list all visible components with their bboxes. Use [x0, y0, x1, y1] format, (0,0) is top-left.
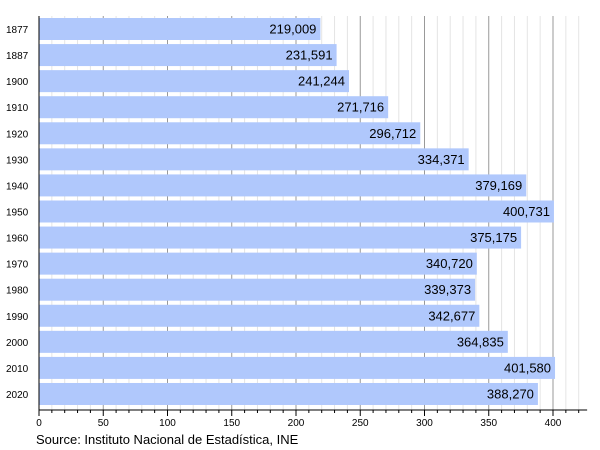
x-tick-label: 250 — [352, 418, 369, 429]
data-label: 342,677 — [428, 308, 475, 323]
x-tick-label: 0 — [36, 418, 42, 429]
data-label: 388,270 — [487, 386, 534, 401]
data-label: 334,371 — [418, 152, 465, 167]
x-tick-label: 100 — [159, 418, 176, 429]
category-label: 2000 — [6, 338, 29, 349]
x-tick-label: 50 — [98, 418, 110, 429]
category-label: 1990 — [6, 312, 29, 323]
bar — [39, 44, 337, 67]
bar — [39, 356, 556, 379]
data-label: 375,175 — [470, 230, 517, 245]
bar — [39, 70, 349, 93]
bar — [39, 330, 508, 353]
category-label: 1910 — [6, 103, 29, 114]
category-label: 1980 — [6, 286, 29, 297]
category-label: 1940 — [6, 181, 29, 192]
x-tick-label: 400 — [545, 418, 562, 429]
bar — [39, 174, 527, 197]
data-label: 296,712 — [369, 126, 416, 141]
data-label: 340,720 — [426, 256, 473, 271]
bar — [39, 122, 421, 145]
data-label: 271,716 — [337, 100, 384, 115]
category-label: 1877 — [6, 25, 29, 36]
bar — [39, 382, 538, 405]
data-label: 400,731 — [503, 204, 550, 219]
category-label: 1970 — [6, 260, 29, 271]
bar — [39, 18, 321, 40]
category-label: 2020 — [6, 390, 29, 401]
category-label: 1960 — [6, 234, 29, 245]
x-tick-label: 200 — [288, 418, 305, 429]
bar — [39, 96, 389, 119]
bar — [39, 200, 554, 223]
category-label: 1900 — [6, 77, 29, 88]
category-label: 1920 — [6, 129, 29, 140]
data-label: 219,009 — [269, 22, 316, 37]
data-label: 241,244 — [298, 74, 345, 89]
source-note: Source: Instituto Nacional de Estadístic… — [36, 432, 299, 447]
bar — [39, 148, 469, 171]
category-label: 1950 — [6, 207, 29, 218]
category-label: 2010 — [6, 364, 29, 375]
x-tick-label: 150 — [223, 418, 240, 429]
x-tick-label: 300 — [416, 418, 433, 429]
x-tick-label: 350 — [480, 418, 497, 429]
category-label: 1887 — [6, 51, 29, 62]
data-label: 231,591 — [286, 48, 333, 63]
data-label: 364,835 — [457, 334, 504, 349]
bar — [39, 226, 522, 249]
bar — [39, 304, 480, 327]
data-label: 339,373 — [424, 282, 471, 297]
bar — [39, 278, 476, 301]
bar — [39, 252, 477, 275]
data-label: 401,580 — [504, 360, 551, 375]
data-label: 379,169 — [475, 178, 522, 193]
category-label: 1930 — [6, 155, 29, 166]
